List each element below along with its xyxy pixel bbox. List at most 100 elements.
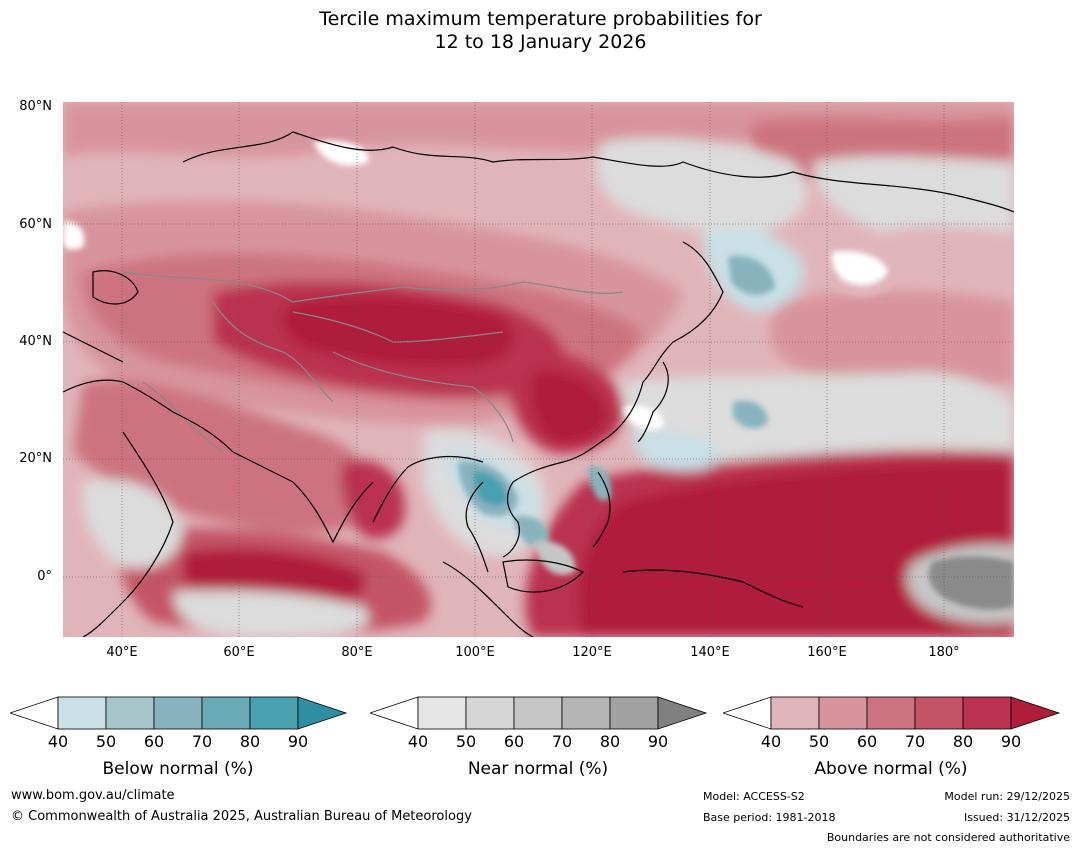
coast-new-guinea <box>622 569 804 608</box>
probability-field <box>63 102 1014 637</box>
model-run-text: Model run: 29/12/2025 <box>944 790 1070 803</box>
colorbar-below-over-triangle <box>297 696 348 730</box>
colorbar-below-normal <box>10 696 348 730</box>
coast-bay-of-bengal <box>372 456 484 523</box>
tick-label: 80 <box>599 732 621 751</box>
tick-label: 70 <box>904 732 926 751</box>
coast-arabia <box>63 379 234 453</box>
title-line-1: Tercile maximum temperature probabilitie… <box>319 8 762 30</box>
patch-indochina-below-dark <box>473 471 508 506</box>
colorbar-segment <box>914 696 964 730</box>
colorbar-segment <box>153 696 203 730</box>
probability-detail <box>63 140 1014 610</box>
coast-black-sea <box>63 331 124 363</box>
region-okhotsk-near <box>813 156 1014 232</box>
coast-japan <box>637 361 669 443</box>
map-title: Tercile maximum temperature probabilitie… <box>0 8 1081 54</box>
region-arctic-above <box>63 102 1014 157</box>
colorbar-above-label: Above normal (%) <box>814 759 968 779</box>
lon-label-100e: 100°E <box>455 645 495 660</box>
lon-label-140e: 140°E <box>690 645 730 660</box>
tick-label: 70 <box>191 732 213 751</box>
region-south-indian-near <box>173 590 369 637</box>
lon-label-60e: 60°E <box>223 645 255 660</box>
colorbar-segment <box>201 696 251 730</box>
tick-label: 50 <box>455 732 477 751</box>
colorbar-below-label: Below normal (%) <box>102 759 254 779</box>
tick-label: 90 <box>1000 732 1022 751</box>
coast-borneo <box>502 559 585 593</box>
lat-label-80n: 80°N <box>19 99 52 114</box>
region-north-pacific-above <box>769 290 1014 387</box>
colorbar-above-segments <box>770 696 1012 730</box>
probability-map <box>63 102 1014 637</box>
lon-label-120e: 120°E <box>572 645 612 660</box>
patch-indonesia-near-mid <box>533 541 576 575</box>
tick-label: 40 <box>760 732 782 751</box>
issued-text: Issued: 31/12/2025 <box>963 811 1070 824</box>
lon-label-160e: 160°E <box>807 645 847 660</box>
gridlines <box>63 102 1014 637</box>
colorbar-segment <box>866 696 916 730</box>
colorbar-segment <box>561 696 611 730</box>
lat-label-20n: 20°N <box>19 451 52 466</box>
boundaries-disclaimer: Boundaries are not considered authoritat… <box>826 831 1070 844</box>
tick-label: 60 <box>856 732 878 751</box>
colorbar-near-label: Near normal (%) <box>467 759 609 779</box>
coastlines <box>63 131 1014 637</box>
colorbar-near-normal <box>370 696 708 730</box>
border-china-west <box>332 351 514 443</box>
colorbar-segment <box>465 696 515 730</box>
model-text: Model: ACCESS-S2 <box>703 790 805 803</box>
title-line-2: 12 to 18 January 2026 <box>434 31 647 53</box>
coast-pacific-russia <box>642 241 724 383</box>
colorbar-near-under-triangle <box>370 696 419 730</box>
base-period-text: Base period: 1981-2018 <box>703 811 836 824</box>
tick-label: 60 <box>503 732 525 751</box>
tick-label: 50 <box>808 732 830 751</box>
coast-sumatra <box>442 561 534 637</box>
tick-label: 40 <box>407 732 429 751</box>
tick-label: 90 <box>647 732 669 751</box>
tick-label: 90 <box>287 732 309 751</box>
website-link[interactable]: www.bom.gov.au/climate <box>11 788 175 803</box>
copyright-text: © Commonwealth of Australia 2025, Austra… <box>11 809 472 824</box>
patch-sakhalin-below-mid <box>728 256 775 296</box>
coast-malay-peninsula <box>465 481 489 573</box>
colorbar-segment <box>57 696 107 730</box>
patch-philippines-below-mid <box>588 466 612 501</box>
colorbar-above-over-triangle <box>1010 696 1061 730</box>
patch-north-pacific-white <box>832 251 888 285</box>
colorbar-below-segments <box>57 696 299 730</box>
region-philippine-sea-below-light <box>632 430 723 471</box>
colorbar-segment <box>417 696 467 730</box>
patch-arctic-white <box>313 140 369 166</box>
lat-label-0: 0° <box>37 569 52 584</box>
colorbar-segment <box>249 696 299 730</box>
region-tropical-pacific-max <box>579 462 1014 637</box>
colorbar-segment <box>513 696 563 730</box>
colorbar-above-normal <box>723 696 1061 730</box>
region-africa-near <box>82 479 183 569</box>
coast-east-africa <box>82 431 174 637</box>
lat-label-40n: 40°N <box>19 334 52 349</box>
coast-arctic <box>182 131 1014 213</box>
coast-caspian <box>92 270 139 305</box>
tick-label: 40 <box>47 732 69 751</box>
colorbar-below-under-triangle <box>10 696 59 730</box>
tick-label: 80 <box>952 732 974 751</box>
colorbar-segment <box>609 696 659 730</box>
border-russia-south <box>122 271 624 303</box>
coast-china-east <box>512 381 644 483</box>
colorbar-segment <box>105 696 155 730</box>
patch-europe-white <box>63 221 85 250</box>
region-pacific-near <box>623 372 1014 463</box>
region-siberia-near <box>596 138 808 233</box>
coast-india <box>232 451 374 544</box>
colorbar-above-under-triangle <box>723 696 772 730</box>
tick-label: 80 <box>239 732 261 751</box>
tick-label: 70 <box>551 732 573 751</box>
coast-philippines <box>592 471 611 548</box>
lon-label-40e: 40°E <box>106 645 138 660</box>
patch-south-pacific-near-dark <box>928 556 1014 610</box>
